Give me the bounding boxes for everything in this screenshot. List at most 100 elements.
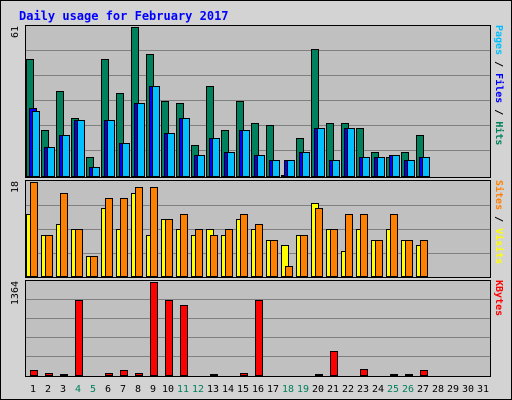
day-label-11: 11 [177,384,189,395]
bar-kbytes-day-2 [45,373,53,376]
legend-item: Hits [493,121,505,145]
day-label-5: 5 [90,384,96,395]
legend-item: Visits [493,228,505,264]
legend-item: KBytes [493,280,504,316]
panel-kbytes: 1364 KBytes [10,280,504,377]
bar-sites-day-22 [345,214,353,277]
bar-kbytes-day-3 [60,374,68,376]
bar-pages-day-7 [122,143,130,177]
bar-sites-day-21 [330,229,338,277]
series-legend: KBytes [493,280,504,316]
day-label-19: 19 [297,384,309,395]
y-max-label: 61 [10,26,21,38]
bar-sites-day-8 [135,187,143,277]
legend-item: Pages [493,25,504,55]
bar-pages-day-11 [182,118,190,177]
bar-kbytes-day-27 [420,370,428,376]
bar-sites-day-19 [300,235,308,277]
day-label-28: 28 [432,384,444,395]
bar-sites-day-2 [45,235,53,277]
bar-sites-day-25 [390,214,398,277]
bar-sites-day-23 [360,214,368,277]
bar-sites-day-26 [405,240,413,277]
bar-kbytes-day-15 [240,373,248,376]
bar-pages-day-21 [332,160,340,177]
bar-pages-day-16 [257,155,265,177]
bar-kbytes-day-23 [360,369,368,376]
bar-pages-day-6 [107,120,115,177]
bar-pages-day-22 [347,128,355,177]
day-label-26: 26 [402,384,414,395]
day-label-1: 1 [30,384,36,395]
bar-sites-day-4 [75,229,83,277]
day-label-13: 13 [207,384,219,395]
day-label-7: 7 [120,384,126,395]
bar-pages-day-18 [287,160,295,177]
bar-kbytes-day-7 [120,370,128,376]
bar-pages-day-13 [212,138,220,177]
bar-sites-day-13 [210,235,218,277]
day-label-12: 12 [192,384,204,395]
day-label-6: 6 [105,384,111,395]
bar-kbytes-day-26 [405,374,413,376]
bar-pages-day-20 [317,128,325,177]
legend-item: Sites [493,180,505,210]
bar-kbytes-day-11 [180,305,188,376]
bar-pages-day-15 [242,130,250,177]
day-label-24: 24 [372,384,384,395]
chart-title: Daily usage for February 2017 [19,9,229,23]
bar-pages-day-12 [197,155,205,177]
bar-pages-day-25 [392,155,400,177]
bar-kbytes-day-16 [255,300,263,376]
series-legend: Pages / Files / Hits [493,25,505,145]
day-label-31: 31 [477,384,489,395]
day-label-23: 23 [357,384,369,395]
day-label-8: 8 [135,384,141,395]
day-label-30: 30 [462,384,474,395]
day-label-17: 17 [267,384,279,395]
legend-item: / [493,103,504,121]
day-label-2: 2 [45,384,51,395]
day-label-21: 21 [327,384,339,395]
bar-sites-day-11 [180,214,188,277]
day-label-3: 3 [60,384,66,395]
y-max-label: 1364 [10,281,21,305]
legend-item: / [493,55,504,73]
bar-kbytes-day-9 [150,282,158,376]
bar-pages-day-27 [422,157,430,177]
legend-item: Files [493,73,505,103]
bar-pages-day-17 [272,160,280,177]
bar-pages-day-9 [152,86,160,177]
bar-pages-day-8 [137,103,145,177]
bar-sites-day-12 [195,229,203,277]
bar-pages-day-26 [407,160,415,177]
bar-pages-day-1 [32,111,40,177]
bar-kbytes-day-13 [210,374,218,376]
panel-hits-files-pages: 61 Pages / Files / Hits [10,25,505,178]
bar-sites-day-6 [105,198,113,277]
bar-pages-day-3 [62,135,70,177]
bar-pages-day-19 [302,152,310,177]
legend-item: / [493,210,504,228]
bar-pages-day-2 [47,147,55,177]
bar-sites-day-27 [420,240,428,277]
bar-sites-day-15 [240,214,248,277]
bar-sites-day-5 [90,256,98,277]
bar-kbytes-day-21 [330,351,338,376]
day-label-4: 4 [75,384,81,395]
bar-sites-day-7 [120,198,128,277]
bar-kbytes-day-4 [75,300,83,376]
day-label-16: 16 [252,384,264,395]
day-label-18: 18 [282,384,294,395]
bar-pages-day-5 [92,167,100,177]
day-label-10: 10 [162,384,174,395]
y-max-label: 18 [10,181,21,193]
day-label-25: 25 [387,384,399,395]
bar-pages-day-23 [362,157,370,177]
day-label-14: 14 [222,384,234,395]
day-label-15: 15 [237,384,249,395]
bar-pages-day-10 [167,133,175,177]
bar-pages-day-24 [377,157,385,177]
